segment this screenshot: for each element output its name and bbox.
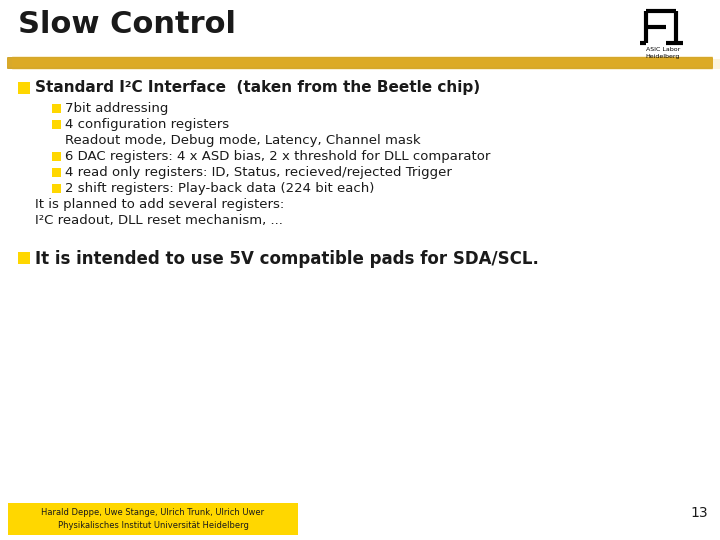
Bar xyxy=(18,252,30,264)
Text: Slow Control: Slow Control xyxy=(18,10,236,39)
Bar xyxy=(8,503,298,535)
Text: It is planned to add several registers:: It is planned to add several registers: xyxy=(35,198,284,211)
FancyBboxPatch shape xyxy=(12,56,713,70)
FancyBboxPatch shape xyxy=(7,58,713,67)
Bar xyxy=(52,168,61,177)
Text: ASIC Labor: ASIC Labor xyxy=(646,47,680,52)
Text: Standard I²C Interface  (taken from the Beetle chip): Standard I²C Interface (taken from the B… xyxy=(35,80,480,95)
Text: 4 read only registers: ID, Status, recieved/rejected Trigger: 4 read only registers: ID, Status, recie… xyxy=(65,166,452,179)
Bar xyxy=(52,184,61,193)
Text: Readout mode, Debug mode, Latency, Channel mask: Readout mode, Debug mode, Latency, Chann… xyxy=(65,134,420,147)
Text: 6 DAC registers: 4 x ASD bias, 2 x threshold for DLL comparator: 6 DAC registers: 4 x ASD bias, 2 x thres… xyxy=(65,150,490,163)
Text: 4 configuration registers: 4 configuration registers xyxy=(65,118,229,131)
Bar xyxy=(52,104,61,113)
FancyBboxPatch shape xyxy=(7,57,713,69)
FancyBboxPatch shape xyxy=(7,59,720,69)
Text: 7bit addressing: 7bit addressing xyxy=(65,102,168,115)
Bar xyxy=(52,120,61,129)
Bar xyxy=(52,152,61,161)
Text: 2 shift registers: Play-back data (224 bit each): 2 shift registers: Play-back data (224 b… xyxy=(65,182,374,195)
Text: 13: 13 xyxy=(690,506,708,520)
Text: Harald Deppe, Uwe Stange, Ulrich Trunk, Ulrich Uwer: Harald Deppe, Uwe Stange, Ulrich Trunk, … xyxy=(42,508,264,517)
Bar xyxy=(18,82,30,94)
Text: Heidelberg: Heidelberg xyxy=(646,54,680,59)
Text: Physikalisches Institut Universität Heidelberg: Physikalisches Institut Universität Heid… xyxy=(58,521,248,530)
Text: I²C readout, DLL reset mechanism, ...: I²C readout, DLL reset mechanism, ... xyxy=(35,214,283,227)
Text: It is intended to use 5V compatible pads for SDA/SCL.: It is intended to use 5V compatible pads… xyxy=(35,250,539,268)
